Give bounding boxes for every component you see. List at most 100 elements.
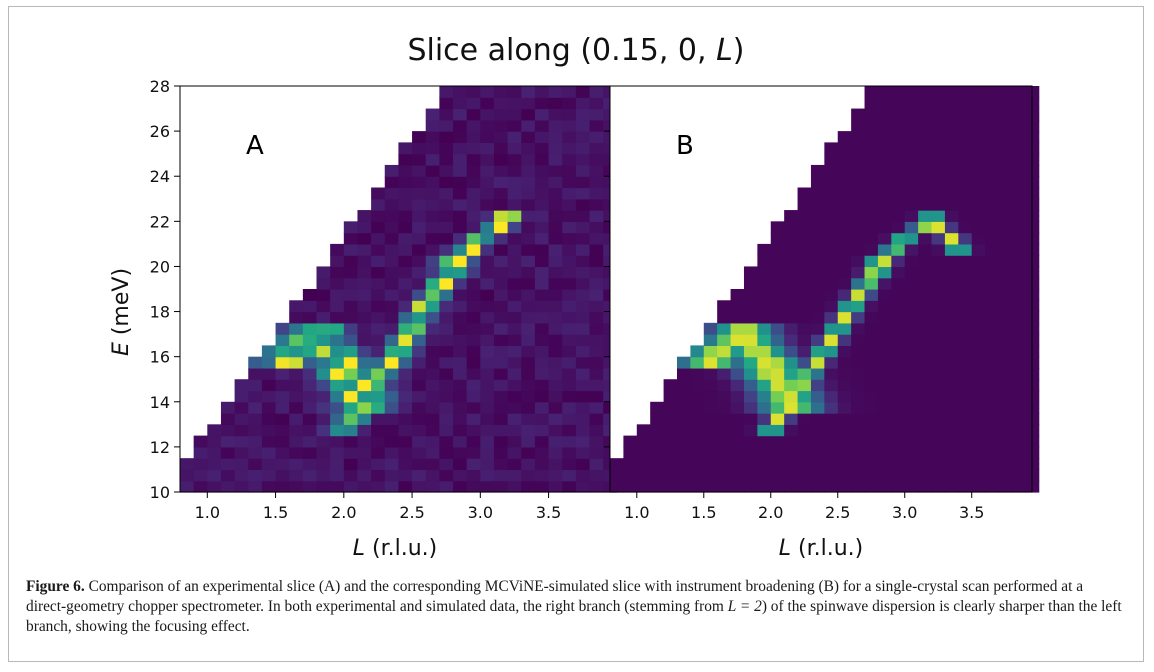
heatmap-cell [918, 413, 933, 425]
heatmap-cell [425, 334, 440, 346]
heatmap-cell [534, 413, 550, 425]
heatmap-cell [534, 187, 550, 200]
heatmap-cell [1011, 311, 1026, 324]
heatmap-cell [507, 413, 522, 425]
heatmap-cell [439, 379, 454, 392]
heatmap-cell [357, 435, 372, 448]
heatmap-cell [971, 356, 986, 369]
heatmap-cell [220, 446, 236, 459]
heatmap-cell [824, 243, 839, 256]
heatmap-cell [521, 367, 536, 380]
heatmap-cell [810, 367, 825, 380]
heatmap-cell [958, 108, 973, 121]
heatmap-cell [944, 480, 959, 493]
heatmap-cell [944, 266, 959, 279]
heatmap-cell [343, 322, 359, 335]
heatmap-cell [548, 356, 563, 369]
heatmap-cell [439, 356, 454, 369]
heatmap-cell [425, 221, 440, 234]
heatmap-cell [958, 164, 973, 177]
heatmap-cell [466, 401, 481, 414]
heatmap-cell [371, 243, 386, 256]
heatmap-cell [1011, 176, 1026, 189]
heatmap-cell [493, 424, 509, 437]
heatmap-cell [730, 413, 745, 425]
heatmap-cell [971, 153, 986, 166]
heatmap-cell [371, 367, 386, 380]
heatmap-cell [493, 164, 509, 177]
heatmap-cell [958, 334, 973, 346]
heatmap-cell [357, 322, 372, 335]
heatmap-cell [824, 480, 839, 493]
heatmap-cell [837, 164, 852, 177]
heatmap-cell [958, 119, 973, 132]
heatmap-cell [877, 255, 892, 268]
heatmap-cell [958, 232, 973, 245]
heatmap-cell [676, 390, 691, 403]
heatmap-cell [302, 322, 318, 335]
heatmap-cell [918, 210, 933, 222]
heatmap-cell [316, 379, 331, 392]
heatmap-cell [180, 480, 195, 493]
heatmap-cell [493, 255, 509, 268]
heatmap-cell [904, 108, 919, 121]
y-tick-label: 12 [150, 438, 170, 457]
heatmap-cell [904, 221, 919, 234]
heatmap-cell [891, 300, 906, 313]
heatmap-cell [958, 131, 973, 143]
heatmap-cell [412, 458, 427, 471]
heatmap-cell [717, 401, 732, 414]
heatmap-cell [521, 469, 536, 482]
heatmap-cell [480, 424, 495, 437]
heatmap-cell [877, 480, 892, 493]
heatmap-cell [891, 142, 906, 155]
heatmap-cell [971, 198, 986, 211]
heatmap-cell [958, 311, 973, 324]
heatmap-cell [810, 469, 825, 482]
heatmap-cell [904, 277, 919, 290]
heatmap-cell [466, 334, 481, 346]
heatmap-cell [904, 334, 919, 346]
heatmap-cell [998, 187, 1013, 200]
heatmap-cell [958, 277, 973, 290]
heatmap-cell [193, 435, 208, 448]
heatmap-cell [690, 446, 705, 459]
heatmap-cell [207, 458, 222, 471]
heatmap-cell [824, 458, 839, 471]
heatmap-cell [985, 142, 1000, 155]
heatmap-cell [650, 458, 665, 471]
heatmap-cell [851, 379, 866, 392]
heatmap-cell [837, 266, 852, 279]
heatmap-cell [837, 322, 852, 335]
heatmap-cell [904, 424, 919, 437]
heatmap-cell [521, 210, 536, 222]
heatmap-cell [730, 311, 745, 324]
heatmap-cell [316, 277, 331, 290]
heatmap-cell [330, 367, 345, 380]
heatmap-cell [343, 390, 359, 403]
heatmap-cell [425, 469, 440, 482]
heatmap-cell [453, 322, 468, 335]
heatmap-cell [904, 446, 919, 459]
heatmap-cell [453, 390, 468, 403]
heatmap-cell [343, 289, 359, 301]
heatmap-cell [289, 322, 304, 335]
heatmap-cell [971, 243, 986, 256]
heatmap-cell [275, 458, 290, 471]
heatmap-cell [998, 458, 1013, 471]
heatmap-cell [412, 210, 427, 222]
heatmap-cell [891, 356, 906, 369]
heatmap-cell [891, 131, 906, 143]
heatmap-cell [521, 153, 536, 166]
heatmap-cell [743, 435, 758, 448]
heatmap-cell [877, 413, 892, 425]
heatmap-cell [837, 401, 852, 414]
heatmap-cell [944, 86, 959, 98]
heatmap-cell [480, 131, 495, 143]
heatmap-cell [770, 311, 785, 324]
heatmap-cell [623, 480, 638, 493]
heatmap-cell [302, 367, 318, 380]
heatmap-cell [398, 266, 413, 279]
heatmap-cell [958, 480, 973, 493]
